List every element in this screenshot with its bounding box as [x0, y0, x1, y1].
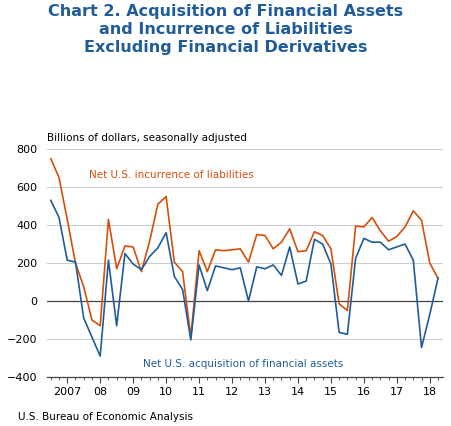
Text: U.S. Bureau of Economic Analysis: U.S. Bureau of Economic Analysis — [18, 412, 193, 422]
Text: Billions of dollars, seasonally adjusted: Billions of dollars, seasonally adjusted — [47, 133, 247, 143]
Text: Net U.S. incurrence of liabilities: Net U.S. incurrence of liabilities — [88, 170, 253, 180]
Text: Chart 2. Acquisition of Financial Assets
and Incurrence of Liabilities
Excluding: Chart 2. Acquisition of Financial Assets… — [48, 4, 403, 55]
Text: Net U.S. acquisition of financial assets: Net U.S. acquisition of financial assets — [143, 359, 343, 368]
